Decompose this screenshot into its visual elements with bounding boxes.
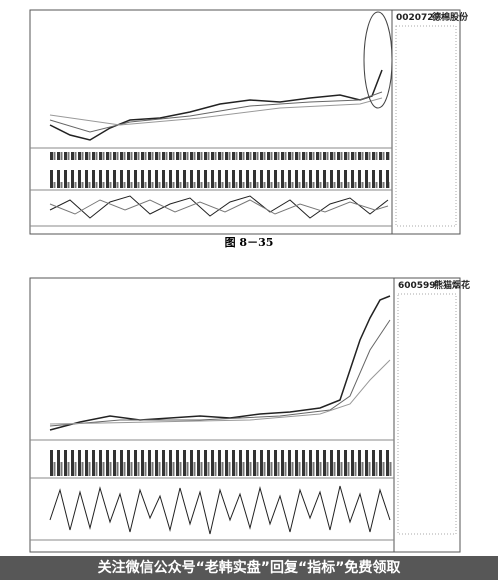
indicator-line <box>49 485 391 535</box>
figure-1: 002072 德棉股份 <box>29 9 469 235</box>
stock-code: 002072 <box>396 13 434 23</box>
average-line <box>49 91 383 133</box>
volume-bars <box>50 444 392 476</box>
quote-panel <box>397 293 457 535</box>
average-line <box>49 319 391 427</box>
indicator-line <box>49 195 389 219</box>
footer-bar <box>0 556 498 580</box>
stock-code: 600599 <box>398 281 436 291</box>
volume-bars <box>50 152 390 188</box>
average-line <box>49 97 383 126</box>
quote-panel <box>395 25 457 227</box>
price-line <box>49 69 383 141</box>
footer-text: 关注微信公众号“老韩实盘”回复“指标”免费领取 <box>98 559 402 576</box>
stock-name: 德棉股份 <box>432 11 469 23</box>
caption: 图 8－35 <box>225 236 274 249</box>
price-line <box>49 295 391 431</box>
figure-2: 600599 熊猫烟花 <box>29 277 470 553</box>
chart-frame <box>29 277 461 553</box>
indicator-line <box>49 199 389 215</box>
highlight-ellipse <box>363 11 393 109</box>
average-line <box>49 359 391 425</box>
stock-name: 熊猫烟花 <box>434 279 470 291</box>
